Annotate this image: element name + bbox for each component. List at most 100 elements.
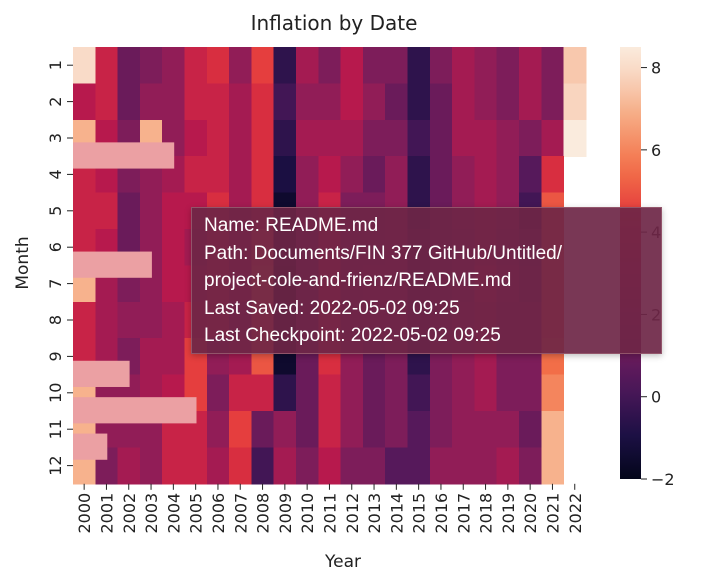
y-tick-label: 4 [46,169,65,179]
heatmap-cell [474,447,498,485]
tooltip-last-saved: Last Saved: 2022-05-02 09:25 [204,297,460,319]
x-axis-label: Year [324,552,361,572]
x-tick-label: 2014 [387,493,406,534]
heatmap-cell [318,447,342,485]
heatmap-cell [362,119,386,157]
highlight-bars [73,142,197,460]
x-tick-label: 2019 [499,493,518,534]
heatmap-cell [117,83,141,121]
colorbar-tick-label: 0 [651,388,661,407]
heatmap-cell [251,411,275,448]
heatmap-cell [541,411,565,448]
heatmap-cell [73,301,96,339]
x-tick-label: 2021 [543,493,562,534]
tooltip-path-line2: project-cole-and-frienz/README.md [204,270,512,291]
x-tick-label: 2001 [97,493,116,534]
heatmap-cell [519,447,542,485]
heatmap-cell [139,338,163,376]
heatmap-cell [318,83,342,121]
x-tick-label: 2022 [566,493,585,534]
heatmap-cell [385,156,409,194]
heatmap-cell [519,83,542,121]
colorbar-tick-label: −2 [651,470,675,489]
heatmap-cell [139,301,163,339]
heatmap-cell [229,47,252,84]
heatmap-cell [318,411,342,448]
heatmap-cell [251,83,275,121]
heatmap-cell [429,411,453,448]
heatmap-cell [496,119,520,157]
heatmap-cell [206,83,230,121]
heatmap-cell [362,156,386,194]
y-tick-label: 9 [46,351,65,361]
heatmap-cell [452,47,475,84]
heatmap-cell [296,47,319,84]
heatmap-cell [385,119,409,157]
heatmap-cell [385,83,409,121]
highlight-bar [73,433,108,460]
heatmap-cell [251,156,275,194]
heatmap-cell [162,338,186,376]
heatmap-cell [340,374,364,412]
heatmap-cell [251,47,275,84]
heatmap-cell [184,83,208,121]
heatmap-cell [407,83,431,121]
x-tick-label: 2015 [410,493,429,534]
highlight-bar [73,360,130,387]
heatmap-cell [117,447,141,485]
heatmap-cell [162,47,186,84]
heatmap-cell [474,83,498,121]
heatmap-cell [474,374,498,412]
colorbar-tick-label: 8 [651,59,661,78]
x-tick-label: 2002 [120,493,139,534]
heatmap-cell [541,156,565,194]
heatmap-cell [429,374,453,412]
x-tick-label: 2006 [209,493,228,534]
y-tick-label: 6 [46,242,65,252]
x-tick-label: 2011 [320,493,339,534]
heatmap-cell [362,374,386,412]
y-tick-label: 1 [46,60,65,70]
heatmap-cell [340,447,364,485]
heatmap-cell [496,374,520,412]
heatmap-cell [385,374,409,412]
heatmap-cell [206,47,230,84]
y-tick-label: 12 [46,455,65,475]
heatmap-cell [318,374,342,412]
heatmap-cell [229,447,252,485]
heatmap-cell [563,47,587,84]
heatmap-cell [229,374,252,412]
x-tick-label: 2012 [343,493,362,534]
y-tick-label: 7 [46,279,65,289]
tooltip-name: Name: README.md [204,215,379,236]
file-info-tooltip: Name: README.md Path: Documents/FIN 377 … [191,207,662,354]
heatmap-cell [273,47,297,84]
heatmap-cell [541,83,565,121]
heatmap-cell [162,301,186,339]
heatmap-cell [117,301,141,339]
heatmap-cell [184,447,208,485]
heatmap-cell [251,374,275,412]
highlight-bar [73,397,197,424]
heatmap-cell [452,374,475,412]
heatmap-cell [407,374,431,412]
heatmap-cell [206,447,230,485]
heatmap-cell [229,156,252,194]
y-axis-label: Month [13,236,33,289]
heatmap-cell [184,47,208,84]
heatmap-cell [519,156,542,194]
x-tick-label: 2009 [276,493,295,534]
heatmap-cell [117,192,141,230]
y-tick-label: 3 [46,133,65,143]
heatmap-cell [296,447,319,485]
x-tick-label: 2004 [164,493,183,534]
heatmap-cell [95,83,119,121]
heatmap-cell [362,47,386,84]
heatmap-cell [251,119,275,157]
heatmap-cell [273,119,297,157]
heatmap-cell [519,411,542,448]
heatmap-cell [362,83,386,121]
heatmap-cell [296,119,319,157]
heatmap-cell [162,83,186,121]
heatmap-cell [296,374,319,412]
